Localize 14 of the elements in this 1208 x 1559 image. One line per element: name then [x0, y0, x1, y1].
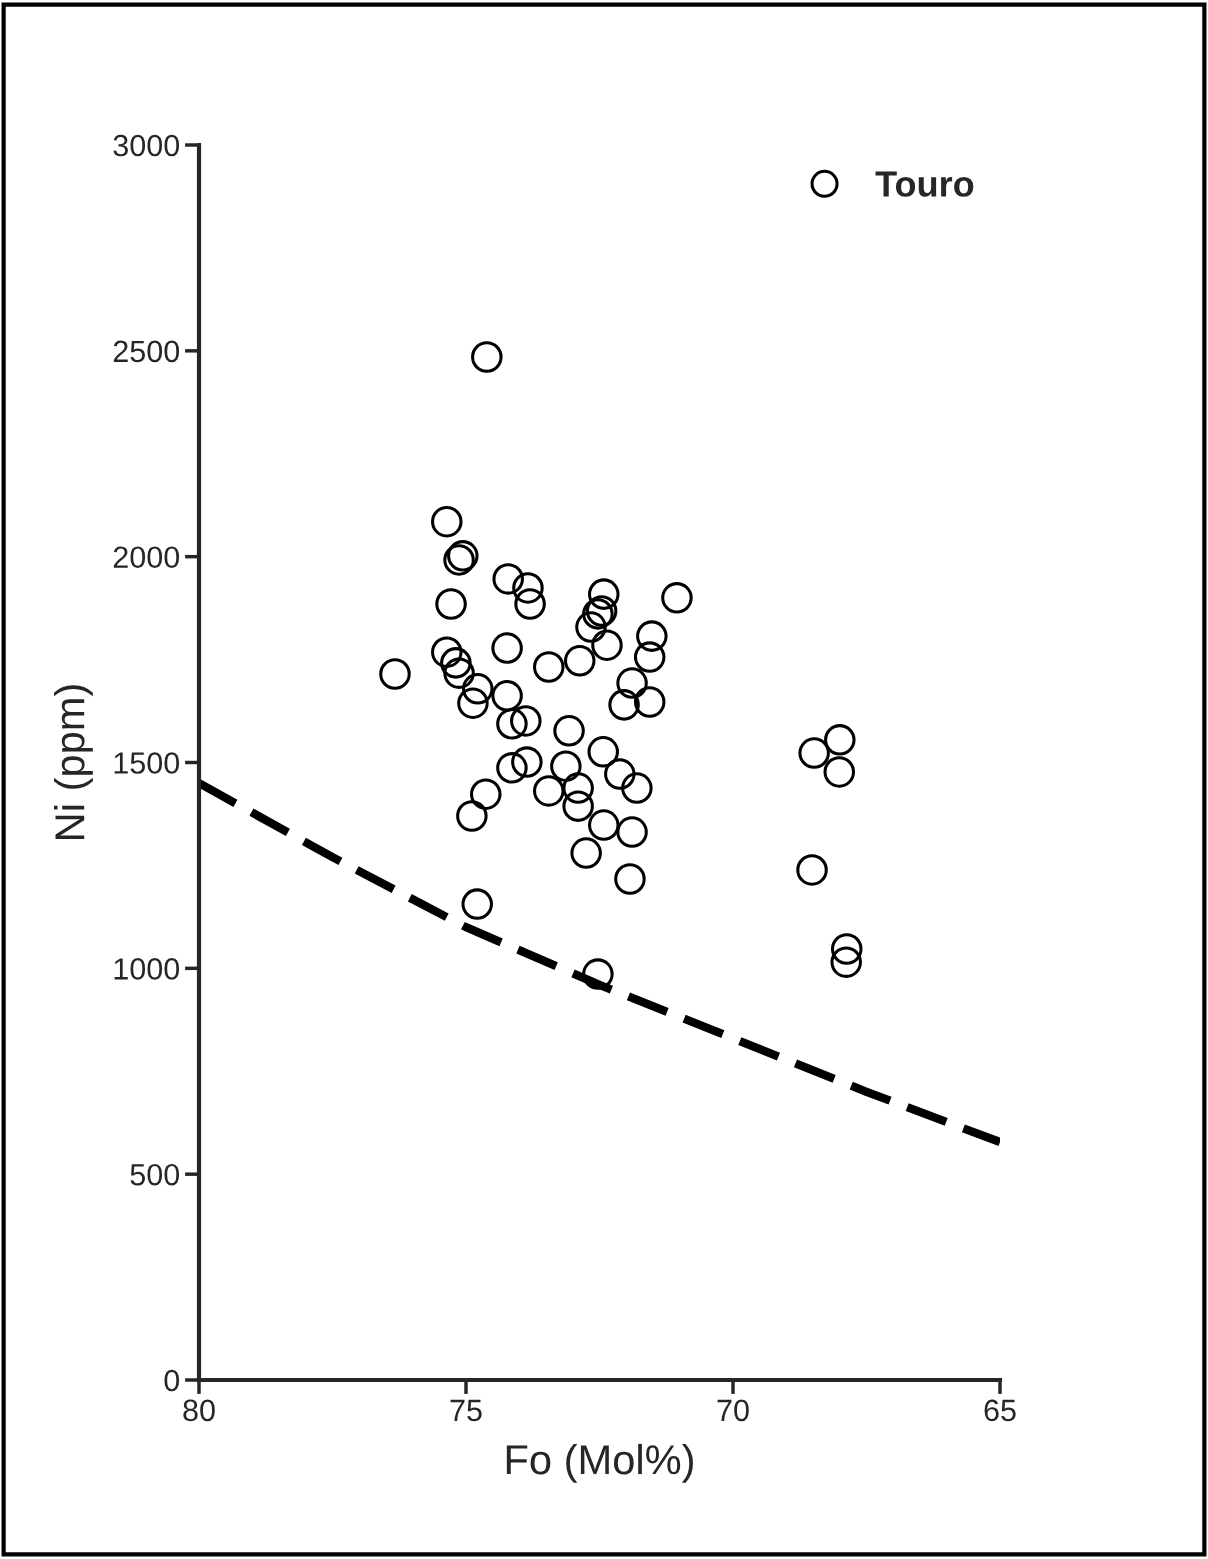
x-axis-title: Fo (Mol%) — [506, 1443, 693, 1483]
x-tick-label: 70 — [717, 1399, 749, 1422]
x-tick-label: 75 — [450, 1399, 482, 1422]
y-tick-label: 1500 — [114, 752, 180, 774]
x-tick-label: 65 — [984, 1399, 1016, 1422]
y-tick-label: 1000 — [114, 958, 180, 980]
y-tick-label: 0 — [164, 1369, 180, 1392]
y-tick-label: 500 — [130, 1163, 180, 1186]
x-tick-label: 80 — [183, 1399, 215, 1422]
legend-label: Touro — [875, 171, 974, 197]
y-tick-label: 3000 — [113, 134, 180, 157]
y-tick-label: 2500 — [113, 340, 180, 363]
y-axis-title: Ni (ppm) — [54, 685, 93, 839]
y-tick-label: 2000 — [113, 546, 180, 569]
